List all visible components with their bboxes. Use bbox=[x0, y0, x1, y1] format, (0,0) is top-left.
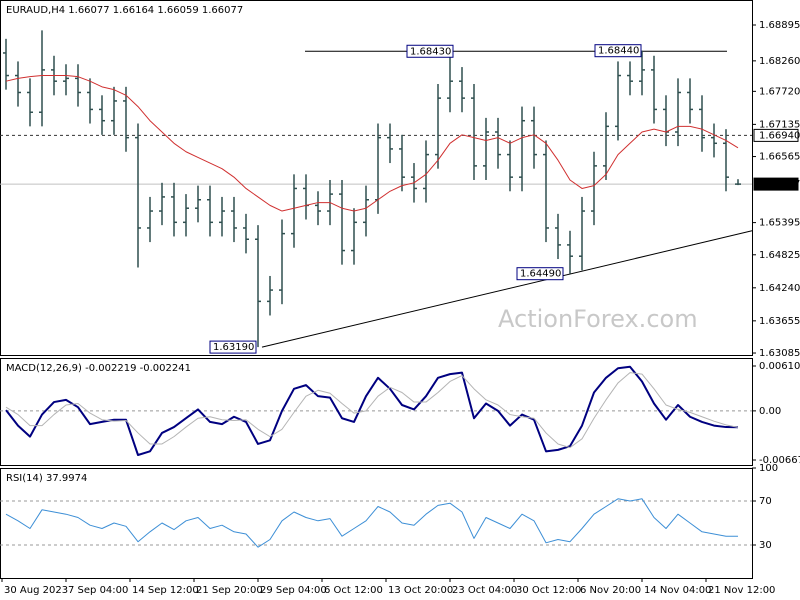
panel-title: RSI(14) 37.9974 bbox=[6, 473, 87, 484]
watermark: ActionForex.com bbox=[498, 305, 698, 333]
moving-average bbox=[5, 75, 739, 212]
x-tick-label: 30 Aug 2023 bbox=[4, 585, 68, 596]
series-line bbox=[5, 365, 739, 457]
x-tick-label: 14 Sep 12:00 bbox=[132, 585, 199, 596]
panel-title: MACD(12,26,9) -0.002219 -0.002241 bbox=[6, 363, 191, 374]
y-tick-label: 30 bbox=[759, 540, 772, 551]
annotation-box bbox=[406, 44, 454, 58]
y-tick-label: 1.67720 bbox=[759, 86, 800, 97]
y-tick-label: 0.00 bbox=[759, 406, 781, 417]
price-level-box bbox=[753, 177, 799, 191]
panel-frame bbox=[0, 468, 753, 579]
price-level-box bbox=[753, 128, 799, 142]
x-tick-label: 29 Sep 04:00 bbox=[260, 585, 327, 596]
annotation-box bbox=[209, 340, 257, 354]
y-tick-label: 100 bbox=[759, 463, 778, 474]
x-tick-label: 14 Nov 04:00 bbox=[644, 585, 711, 596]
panel-title: EURAUD,H4 1.66077 1.66164 1.66059 1.6607… bbox=[6, 5, 243, 16]
panel-frame bbox=[0, 358, 753, 466]
annotation-label: 1.64490 bbox=[520, 269, 561, 280]
y-tick-label: 1.68260 bbox=[759, 56, 800, 67]
series-line bbox=[5, 372, 739, 449]
x-tick-label: 6 Oct 12:00 bbox=[324, 585, 383, 596]
x-tick-label: 30 Oct 12:00 bbox=[516, 585, 581, 596]
trendline bbox=[261, 230, 753, 348]
annotation-label: 1.68430 bbox=[410, 46, 451, 57]
annotation-box bbox=[516, 267, 564, 281]
y-tick-label: 1.68895 bbox=[759, 20, 800, 31]
y-tick-label: 0.006103 bbox=[759, 361, 800, 372]
series-line bbox=[5, 498, 739, 548]
y-tick-label: -0.006679 bbox=[759, 455, 800, 466]
y-tick-label: 1.64825 bbox=[759, 250, 800, 261]
y-tick-label: 1.66565 bbox=[759, 152, 800, 163]
y-tick-label: 1.65395 bbox=[759, 218, 800, 229]
price-level-label: 1.66077 bbox=[759, 179, 800, 190]
panel-frame bbox=[0, 0, 753, 356]
y-tick-label: 70 bbox=[759, 496, 772, 507]
y-tick-label: 1.63085 bbox=[759, 348, 800, 359]
annotation-label: 1.68440 bbox=[598, 46, 639, 57]
x-tick-label: 6 Nov 20:00 bbox=[580, 585, 641, 596]
x-tick-label: 21 Sep 20:00 bbox=[196, 585, 263, 596]
annotation-box bbox=[594, 44, 642, 58]
y-tick-label: 1.67135 bbox=[759, 119, 800, 130]
annotation-label: 1.63190 bbox=[213, 342, 254, 353]
y-tick-label: 1.64240 bbox=[759, 283, 800, 294]
x-tick-label: 13 Oct 20:00 bbox=[388, 585, 453, 596]
y-tick-label: 1.63655 bbox=[759, 316, 800, 327]
x-tick-label: 7 Sep 04:00 bbox=[68, 585, 128, 596]
price-level-label: 1.66940 bbox=[759, 130, 800, 141]
x-tick-label: 23 Oct 04:00 bbox=[452, 585, 517, 596]
x-tick-label: 21 Nov 12:00 bbox=[708, 585, 775, 596]
